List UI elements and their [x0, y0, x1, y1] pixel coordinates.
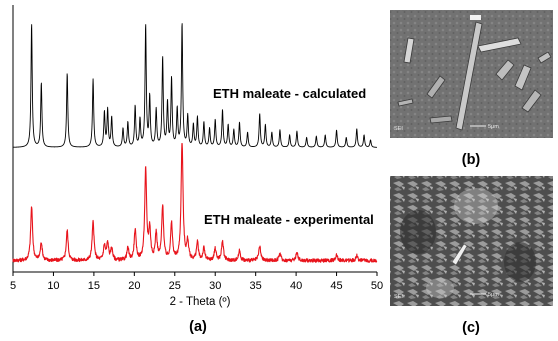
series-label-calculated: ETH maleate - calculated — [213, 86, 366, 101]
x-tick-label: 10 — [47, 280, 59, 292]
x-tick-label: 50 — [371, 280, 383, 292]
micrograph-b-scale-text: 5μm — [488, 124, 499, 130]
micrograph-b-instrument-text: SEI — [394, 126, 403, 132]
micrograph-c-scale-text: 5μm — [488, 292, 499, 298]
series-line-calculated — [12, 23, 378, 148]
xrd-chart: 5 10 15 20 25 30 35 40 45 50 ETH maleate - calcul… — [10, 5, 383, 335]
sem-micrograph-c: SEI 5μm (c) — [390, 176, 553, 336]
x-tick-label: 45 — [330, 280, 342, 292]
micrograph-c-instrument-text: SEI — [394, 294, 403, 300]
x-tick-label: 40 — [290, 280, 302, 292]
x-axis-title: 2 - Theta (º) — [170, 296, 231, 308]
panel-label-c: (c) — [462, 320, 480, 336]
sem-micrograph-b: SEI 5μm (b) — [390, 10, 553, 168]
x-tick-label: 35 — [250, 280, 262, 292]
series-label-experimental: ETH maleate - experimental — [204, 212, 374, 227]
x-tick-label: 20 — [128, 280, 140, 292]
x-axis-ticks: 5 10 15 20 25 30 35 40 45 50 — [10, 272, 383, 292]
panel-label-b: (b) — [462, 152, 481, 168]
series-line-experimental — [12, 143, 378, 263]
diffraction-traces — [12, 23, 378, 263]
x-tick-label: 15 — [88, 280, 100, 292]
x-tick-label: 30 — [209, 280, 221, 292]
x-tick-label: 25 — [169, 280, 181, 292]
x-tick-label: 5 — [10, 280, 16, 292]
rod-crystals — [397, 21, 552, 131]
flake-aggregates — [400, 188, 536, 298]
panel-label-a: (a) — [189, 319, 207, 335]
